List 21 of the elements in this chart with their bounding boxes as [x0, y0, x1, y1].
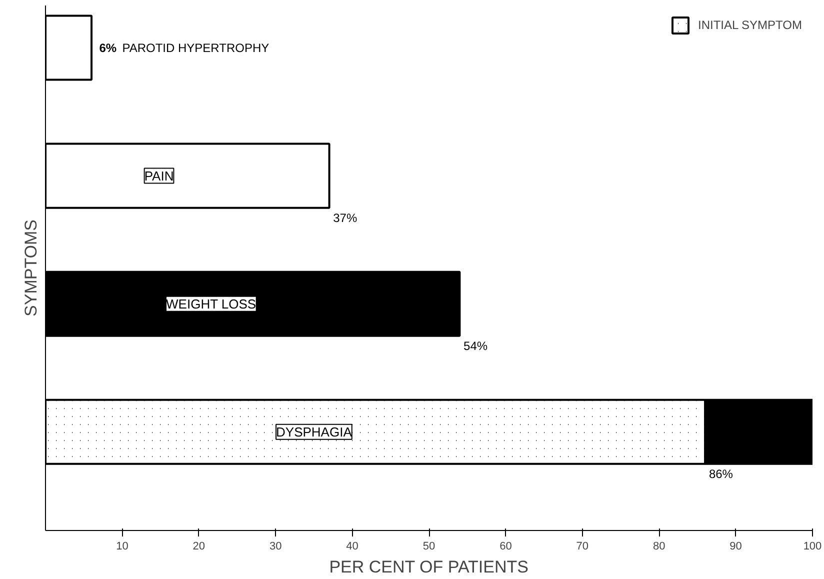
x-tick-label: 60: [500, 540, 512, 552]
data-label: 6%: [99, 40, 117, 55]
x-tick-label: 10: [116, 540, 128, 552]
data-label: 54%: [464, 339, 488, 354]
x-tick-label: 20: [192, 540, 206, 552]
data-label: 37%: [333, 211, 358, 226]
x-tick-label: 80: [652, 540, 666, 552]
y-tick-label: WEIGHT LOSS: [166, 296, 256, 312]
x-tick-label: 100: [803, 540, 822, 552]
y-tick-label: PAROTID HYPERTROPHY: [122, 40, 270, 55]
y-tick-label: PAIN: [144, 168, 174, 184]
legend-label: INITIAL SYMPTOM: [698, 18, 802, 32]
x-tick-label: 90: [730, 540, 742, 552]
y-axis-title: SYMPTOMS: [22, 220, 40, 316]
data-label: 86%: [708, 467, 734, 482]
x-tick-label: 50: [422, 540, 436, 552]
y-tick-label: DYSPHAGIA: [276, 424, 352, 440]
x-axis-title: PER CENT OF PATIENTS: [329, 558, 529, 576]
x-tick-label: 40: [346, 540, 358, 552]
x-tick-label: 30: [269, 540, 282, 552]
x-tick-label: 70: [576, 540, 589, 552]
